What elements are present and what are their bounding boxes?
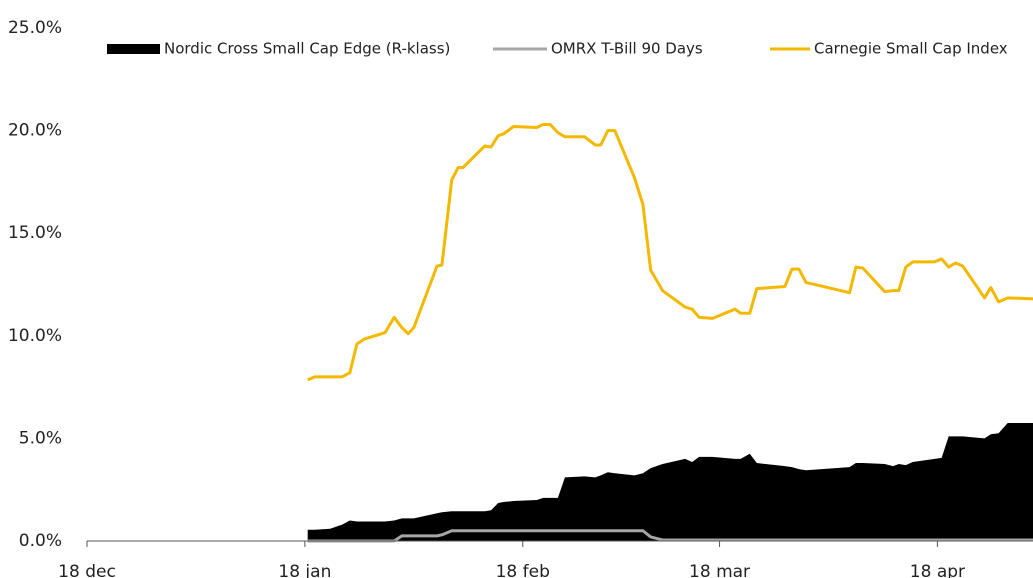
legend-label: Carnegie Small Cap Index — [814, 40, 1008, 58]
x-tick-label: 18 dec — [58, 562, 116, 578]
y-tick-label: 5.0% — [19, 428, 62, 448]
legend-swatch — [107, 44, 160, 54]
legend-label: Nordic Cross Small Cap Edge (R-klass) — [164, 40, 450, 58]
x-tick-label: 18 jan — [278, 562, 331, 578]
legend-label: OMRX T-Bill 90 Days — [551, 40, 703, 58]
x-tick-label: 18 apr — [910, 562, 965, 578]
area — [307, 423, 1033, 541]
line — [307, 529, 1033, 543]
y-tick-label: 10.0% — [8, 326, 62, 346]
x-tick-label: 18 feb — [496, 562, 550, 578]
line — [307, 122, 1033, 382]
x-tick-label: 18 mar — [689, 562, 750, 578]
y-tick-label: 15.0% — [8, 223, 62, 243]
y-tick-label: 20.0% — [8, 121, 62, 141]
y-tick-label: 25.0% — [8, 18, 62, 38]
y-tick-label: 0.0% — [19, 531, 62, 551]
